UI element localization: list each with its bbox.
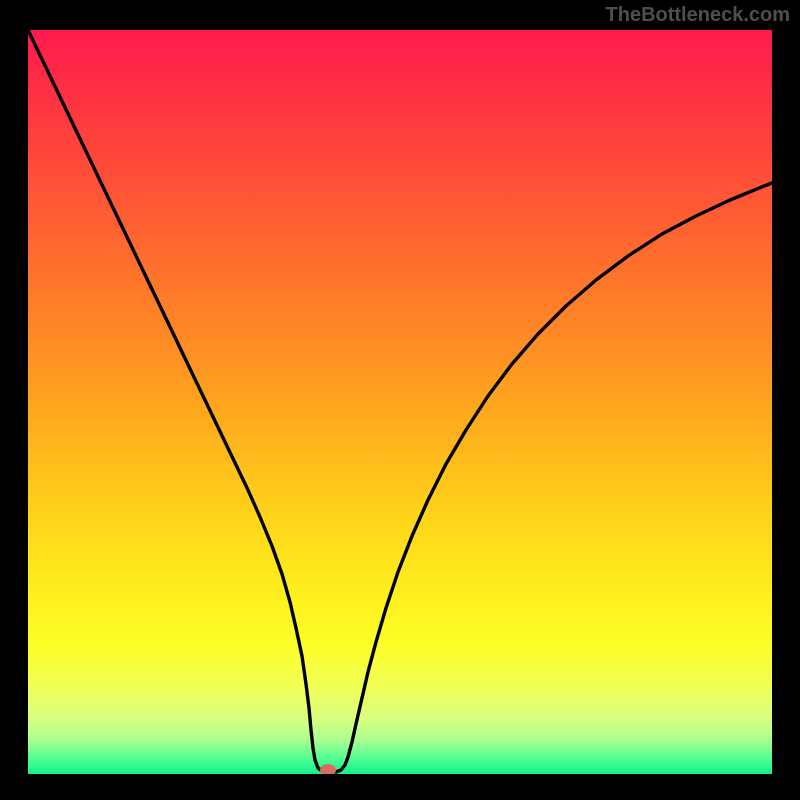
- optimum-marker: [320, 764, 336, 774]
- chart-root: TheBottleneck.com: [0, 0, 800, 800]
- watermark-text: TheBottleneck.com: [606, 4, 790, 27]
- plot-area: [28, 30, 772, 774]
- bottleneck-curve: [28, 30, 772, 774]
